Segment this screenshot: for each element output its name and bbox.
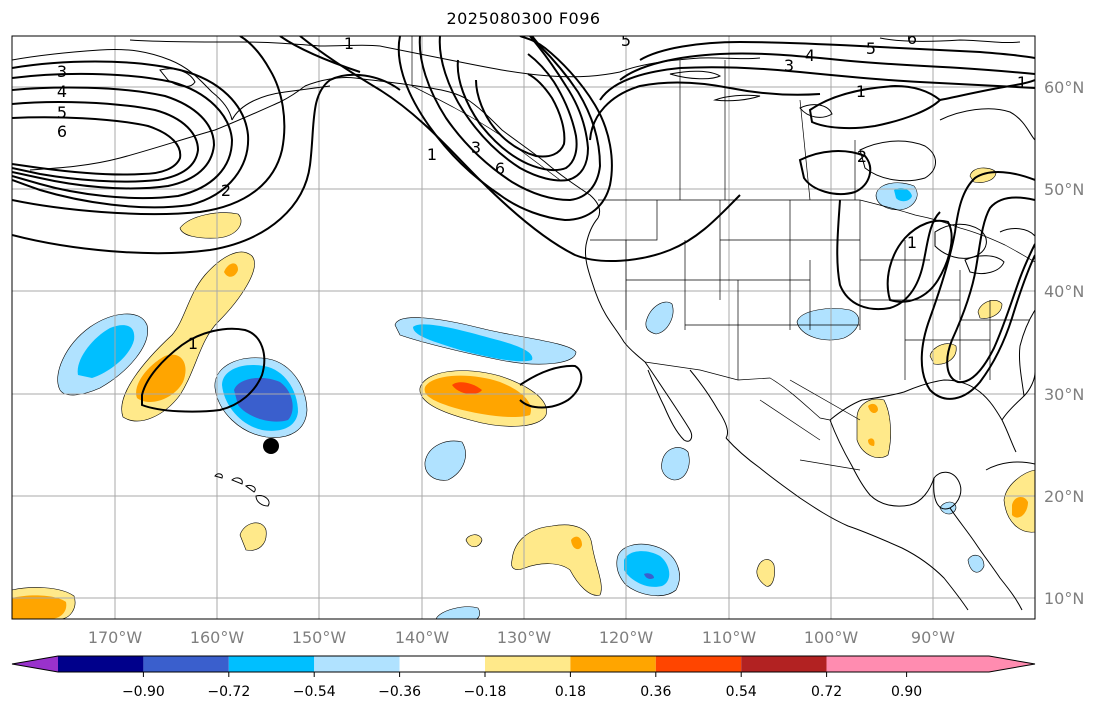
positive-anomaly-region (856, 398, 891, 459)
negative-anomaly-core (894, 188, 912, 202)
negative-anomaly-core (77, 325, 135, 378)
contour-label: 4 (57, 82, 67, 101)
colorbar-tick-label: −0.36 (378, 684, 421, 700)
map-area: 3 4 5 6 2 1 1 1 3 6 5 3 4 5 6 1 1 2 1 (12, 29, 1035, 619)
contour-label: 6 (57, 122, 67, 141)
colorbar-segment (228, 656, 315, 672)
colorbar-segment (741, 656, 827, 672)
colorbar-extend-low (12, 656, 58, 672)
negative-anomaly-strong (644, 573, 654, 579)
positive-anomaly-region (756, 559, 775, 587)
contour-labels: 3 4 5 6 2 1 1 1 3 6 5 3 4 5 6 1 1 2 1 (57, 29, 1027, 353)
positive-anomaly-core (12, 595, 67, 619)
lat-label: 30°N (1044, 385, 1084, 404)
negative-anomaly-region (796, 308, 860, 341)
colorbar-segment (314, 656, 400, 672)
contour-label: 5 (621, 31, 631, 50)
longitude-labels: 170°W 160°W 150°W 140°W 130°W 120°W 110°… (88, 628, 955, 647)
colorbar-outline (11, 655, 1036, 673)
contour-label: 1 (907, 233, 917, 252)
contour-label: 3 (471, 138, 481, 157)
negative-anomaly-core (624, 551, 670, 587)
positive-anomaly-region (465, 534, 483, 548)
lon-label: 140°W (395, 628, 450, 647)
contour-label: 1 (1017, 73, 1027, 92)
positive-anomaly-region (239, 522, 267, 551)
colorbar-ticks (142, 672, 908, 677)
contour-label: 5 (57, 103, 67, 122)
positive-anomaly-core (136, 354, 186, 403)
contour-label: 1 (856, 82, 866, 101)
positive-anomaly-region (179, 212, 242, 239)
positive-anomaly-strong (452, 382, 482, 395)
colorbar-segment (485, 656, 571, 672)
colorbar-segment (58, 656, 144, 672)
contour-label: 5 (866, 39, 876, 58)
lat-label: 50°N (1044, 180, 1084, 199)
positive-anomaly-core (868, 403, 878, 414)
lat-label: 60°N (1044, 78, 1084, 97)
positive-anomaly-core (868, 438, 875, 446)
negative-anomaly-region (435, 606, 480, 619)
contour-lines (12, 36, 1035, 413)
colorbar-tick-label: 0.36 (640, 684, 671, 700)
positive-anomaly-core (224, 263, 238, 277)
contour-label: 1 (188, 334, 198, 353)
negative-anomaly-region (424, 440, 466, 481)
contour-label: 2 (857, 147, 867, 166)
colorbar-segment (826, 656, 907, 672)
contour-label: 3 (784, 56, 794, 75)
colorbar-segment (399, 656, 485, 672)
colorbar-tick-label: 0.18 (555, 684, 586, 700)
lon-label: 130°W (497, 628, 552, 647)
colorbar-tick-label: −0.90 (122, 684, 165, 700)
colorbar-tick-label: 0.90 (891, 684, 922, 700)
colorbar-tick-label: 0.72 (811, 684, 842, 700)
colorbar: −0.90 −0.72 −0.54 −0.36 −0.18 0.18 0.36 … (11, 655, 1036, 700)
negative-anomaly-strong (234, 377, 293, 422)
contour-label: 4 (805, 46, 815, 65)
positive-anomaly-core (1012, 496, 1028, 518)
latitude-labels: 60°N 50°N 40°N 30°N 20°N 10°N (1044, 78, 1084, 608)
colorbar-segment (570, 656, 656, 672)
colorbar-segment (143, 656, 229, 672)
plot-title: 2025080300 F096 (446, 9, 601, 28)
shading-layer (12, 167, 1035, 619)
contour-label: 2 (221, 181, 231, 200)
colorbar-tick-label: −0.54 (293, 684, 336, 700)
contour-label: 1 (344, 34, 354, 53)
positive-anomaly-core (571, 536, 582, 550)
graticule (12, 36, 1035, 619)
lon-label: 120°W (599, 628, 654, 647)
lon-label: 160°W (190, 628, 245, 647)
colorbar-tick-label: 0.54 (726, 684, 757, 700)
negative-anomaly-region (967, 554, 985, 573)
lon-label: 110°W (702, 628, 757, 647)
lon-label: 90°W (911, 628, 955, 647)
contour-label: 1 (427, 145, 437, 164)
map-frame (11, 35, 1036, 620)
negative-anomaly-region (661, 447, 690, 481)
negative-anomaly-region (645, 301, 674, 335)
contour-label: 3 (57, 62, 67, 81)
contour-label: 6 (495, 159, 505, 178)
lon-label: 150°W (292, 628, 347, 647)
lat-label: 40°N (1044, 282, 1084, 301)
lon-label: 170°W (88, 628, 143, 647)
colorbar-tick-label: −0.18 (464, 684, 507, 700)
negative-anomaly-core (413, 324, 533, 362)
positive-anomaly-core (424, 375, 531, 418)
location-marker (263, 438, 279, 454)
lon-label: 100°W (804, 628, 859, 647)
colorbar-segment (655, 656, 742, 672)
colorbar-tick-label: −0.72 (207, 684, 250, 700)
contour-label: 6 (907, 29, 917, 48)
lat-label: 20°N (1044, 487, 1084, 506)
lat-label: 10°N (1044, 589, 1084, 608)
